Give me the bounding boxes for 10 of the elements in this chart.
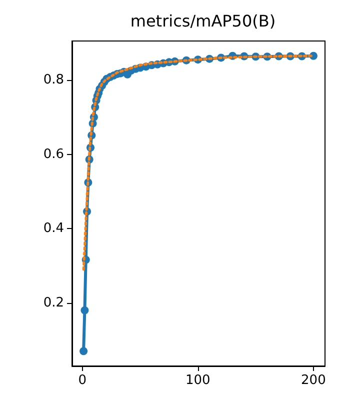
point (80, 347, 88, 356)
x-tick-label: 0 (78, 373, 87, 388)
y-tick-label: 0.4 (43, 221, 64, 236)
x-tick-label: 200 (301, 373, 326, 388)
y-tick-label: 0.8 (43, 72, 64, 88)
y-tick-label: 0.2 (43, 295, 64, 310)
x-tick-label: 100 (186, 373, 210, 388)
point (80, 306, 89, 314)
chart-title: metrics/mAP50(B) (130, 12, 276, 30)
y-tick-label: 0.6 (43, 146, 64, 162)
